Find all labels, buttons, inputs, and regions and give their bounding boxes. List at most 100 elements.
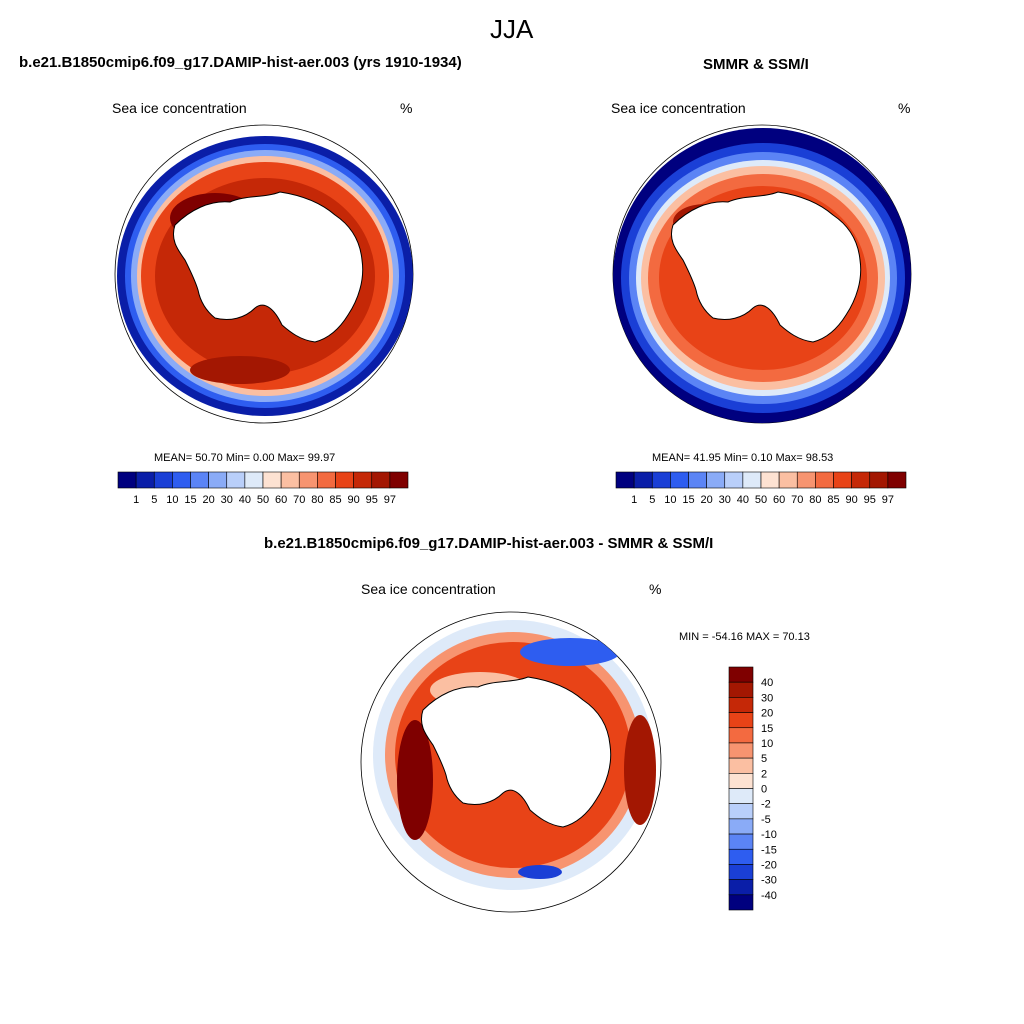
colorbar-tick-label: 2	[761, 768, 767, 780]
model-map	[114, 124, 414, 424]
colorbar-tick-label: 30	[761, 692, 773, 704]
colorbar-tick-label: 30	[719, 494, 731, 506]
colorbar-swatch	[833, 471, 852, 489]
colorbar-tick-label: 90	[846, 494, 858, 506]
colorbar-tick-label: 10	[664, 494, 676, 506]
colorbar-swatch	[651, 471, 671, 489]
colorbar-swatch	[153, 471, 173, 489]
colorbar-swatch	[728, 864, 754, 880]
colorbar-tick-label: 95	[366, 494, 378, 506]
model-panel-title: b.e21.B1850cmip6.f09_g17.DAMIP-hist-aer.…	[19, 54, 462, 71]
colorbar-tick-label: 1	[631, 494, 637, 506]
colorbar-swatch	[728, 697, 754, 713]
colorbar-swatch	[389, 471, 409, 489]
obs-panel-title: SMMR & SSM/I	[703, 56, 809, 73]
colorbar-swatch	[226, 471, 246, 489]
colorbar-swatch	[728, 742, 754, 759]
colorbar-tick-label: -10	[761, 829, 777, 841]
colorbar-swatch	[353, 471, 373, 489]
colorbar-tick-label: 50	[257, 494, 269, 506]
model-units-label: %	[400, 100, 413, 116]
colorbar-tick-label: -2	[761, 799, 771, 811]
colorbar-swatch	[335, 471, 354, 489]
colorbar-tick-label: 50	[755, 494, 767, 506]
colorbar-swatch	[633, 471, 653, 489]
colorbar-swatch	[371, 471, 391, 489]
colorbar-swatch	[851, 471, 871, 489]
colorbar-swatch	[728, 666, 754, 683]
colorbar-tick-label: 20	[203, 494, 215, 506]
model-stats: MEAN= 50.70 Min= 0.00 Max= 99.97	[154, 452, 336, 464]
colorbar-tick-label: 60	[773, 494, 785, 506]
colorbar-swatch	[262, 471, 282, 489]
colorbar-tick-label: -40	[761, 890, 777, 902]
colorbar-swatch	[670, 471, 689, 489]
obs-colorbar: 1 5 10 15 20 30 40 50 60 70 80 85 90 95 97	[615, 471, 907, 506]
colorbar-tick-label: 80	[809, 494, 821, 506]
colorbar-swatch	[688, 471, 707, 489]
diff-panel-title: b.e21.B1850cmip6.f09_g17.DAMIP-hist-aer.…	[264, 535, 714, 552]
colorbar-tick-label: 40	[761, 677, 773, 689]
colorbar-tick-label: 10	[166, 494, 178, 506]
model-field-label: Sea ice concentration	[112, 100, 247, 116]
colorbar-swatch	[728, 681, 754, 698]
colorbar-swatch	[615, 471, 635, 489]
obs-field-label: Sea ice concentration	[611, 100, 746, 116]
colorbar-tick-label: 40	[737, 494, 749, 506]
colorbar-swatch	[190, 471, 209, 489]
colorbar-swatch	[298, 471, 318, 489]
colorbar-swatch	[724, 471, 744, 489]
colorbar-tick-label: 85	[329, 494, 341, 506]
colorbar-tick-label: 70	[791, 494, 803, 506]
colorbar-swatch	[815, 471, 834, 489]
colorbar-swatch	[796, 471, 816, 489]
colorbar-swatch	[728, 773, 754, 789]
colorbar-swatch	[728, 848, 754, 865]
colorbar-tick-label: 30	[221, 494, 233, 506]
colorbar-tick-label: 1	[133, 494, 139, 506]
colorbar-swatch	[706, 471, 726, 489]
colorbar-tick-label: 80	[311, 494, 323, 506]
diff-units-label: %	[649, 581, 662, 597]
colorbar-swatch	[728, 818, 754, 835]
colorbar-tick-label: 15	[761, 723, 773, 735]
colorbar-tick-label: -20	[761, 859, 777, 871]
colorbar-tick-label: -30	[761, 875, 777, 887]
colorbar-swatch	[728, 727, 754, 744]
colorbar-swatch	[117, 471, 137, 489]
colorbar-swatch	[317, 471, 336, 489]
colorbar-swatch	[728, 788, 754, 804]
diff-map	[360, 611, 662, 913]
colorbar-tick-label: 5	[649, 494, 655, 506]
colorbar-swatch	[760, 471, 780, 489]
colorbar-swatch	[742, 471, 762, 489]
season-title: JJA	[490, 14, 534, 44]
model-colorbar: 1 5 10 15 20 30 40 50 60 70 80 85 90 95 97	[117, 471, 409, 506]
colorbar-swatch	[728, 833, 754, 850]
obs-map	[612, 124, 912, 424]
colorbar-swatch	[778, 471, 798, 489]
colorbar-swatch	[728, 879, 754, 896]
colorbar-tick-label: 97	[384, 494, 396, 506]
colorbar-tick-label: 97	[882, 494, 894, 506]
diff-field-label: Sea ice concentration	[361, 581, 496, 597]
colorbar-tick-label: -5	[761, 814, 771, 826]
colorbar-tick-label: 20	[701, 494, 713, 506]
colorbar-swatch	[728, 757, 754, 774]
colorbar-tick-label: 90	[348, 494, 360, 506]
colorbar-tick-label: 15	[184, 494, 196, 506]
colorbar-swatch	[172, 471, 191, 489]
colorbar-swatch	[869, 471, 889, 489]
colorbar-tick-label: 10	[761, 738, 773, 750]
colorbar-swatch	[280, 471, 300, 489]
colorbar-tick-label: 95	[864, 494, 876, 506]
colorbar-swatch	[208, 471, 228, 489]
obs-stats: MEAN= 41.95 Min= 0.10 Max= 98.53	[652, 452, 834, 464]
colorbar-tick-label: 5	[761, 753, 767, 765]
colorbar-swatch	[135, 471, 155, 489]
colorbar-tick-label: 85	[827, 494, 839, 506]
colorbar-swatch	[728, 712, 754, 729]
diff-stats: MIN = -54.16 MAX = 70.13	[679, 631, 810, 643]
colorbar-tick-label: 70	[293, 494, 305, 506]
